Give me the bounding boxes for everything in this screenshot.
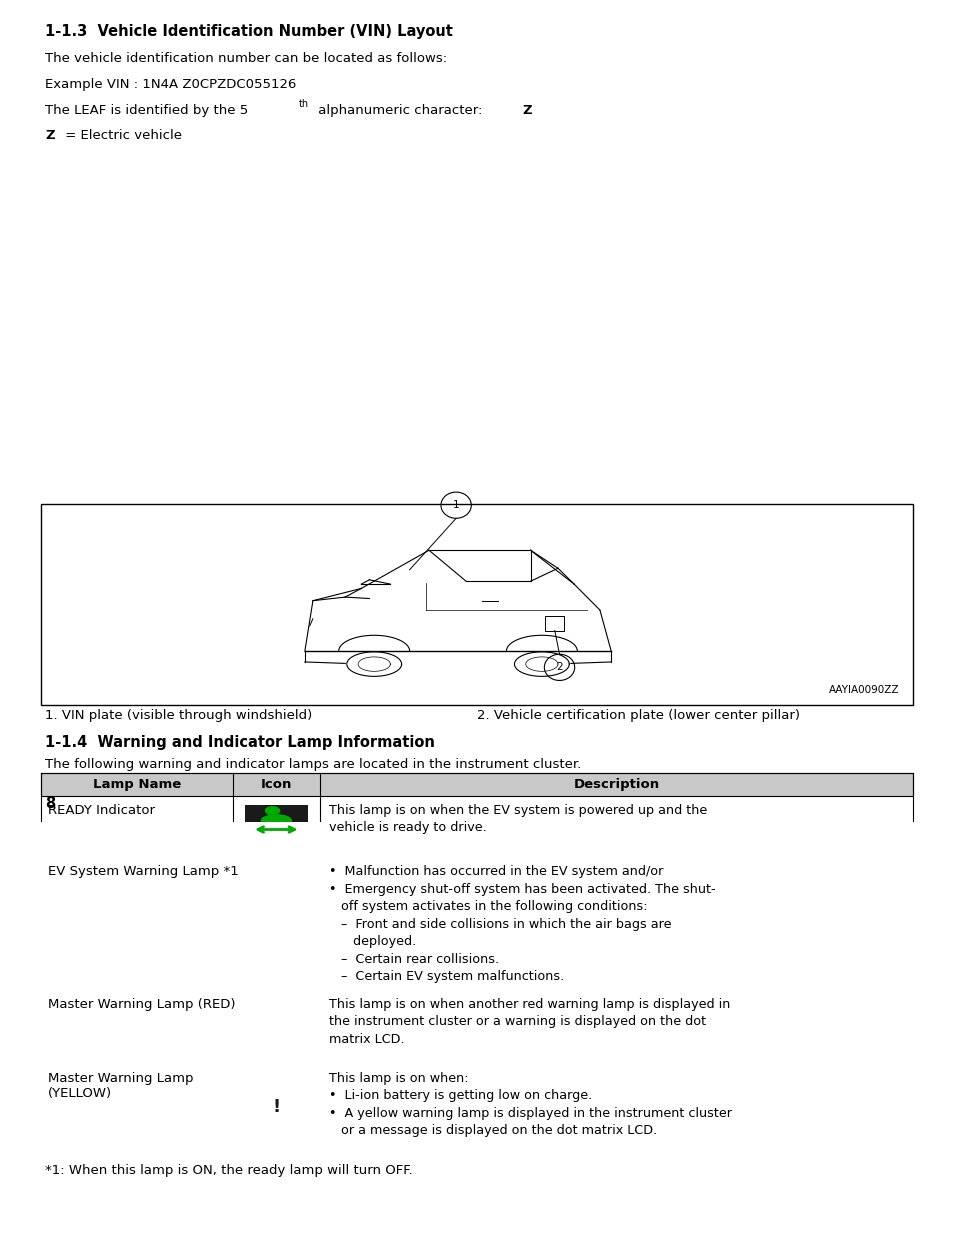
Text: 1: 1 — [453, 500, 459, 510]
Text: Icon: Icon — [260, 778, 292, 790]
Text: th: th — [298, 99, 309, 109]
Text: Z: Z — [522, 104, 532, 117]
Polygon shape — [254, 905, 297, 939]
Text: Example VIN : 1N4A Z0CPZDC055126: Example VIN : 1N4A Z0CPZDC055126 — [46, 78, 296, 91]
Text: !: ! — [272, 1016, 280, 1035]
Ellipse shape — [265, 910, 274, 915]
Text: Master Warning Lamp (RED): Master Warning Lamp (RED) — [49, 998, 235, 1010]
Text: 2: 2 — [556, 662, 562, 672]
Text: 2. Vehicle certification plate (lower center pillar): 2. Vehicle certification plate (lower ce… — [476, 709, 800, 721]
Text: EV System Warning Lamp *1: EV System Warning Lamp *1 — [49, 866, 239, 878]
Text: 1-1.4  Warning and Indicator Lamp Information: 1-1.4 Warning and Indicator Lamp Informa… — [46, 735, 435, 750]
Bar — [545, 616, 563, 631]
Text: READY Indicator: READY Indicator — [49, 804, 155, 816]
Circle shape — [282, 821, 292, 830]
Bar — [41, 773, 912, 795]
Circle shape — [260, 821, 271, 830]
Bar — [245, 805, 307, 847]
Bar — [245, 1005, 307, 1047]
Text: *1: When this lamp is ON, the ready lamp will turn OFF.: *1: When this lamp is ON, the ready lamp… — [46, 1165, 413, 1177]
Text: •  Malfunction has occurred in the EV system and/or
•  Emergency shut-off system: • Malfunction has occurred in the EV sys… — [329, 866, 716, 983]
Text: The following warning and indicator lamps are located in the instrument cluster.: The following warning and indicator lamp… — [46, 758, 581, 771]
Text: 1. VIN plate (visible through windshield): 1. VIN plate (visible through windshield… — [46, 709, 313, 721]
Text: alphanumeric character:: alphanumeric character: — [314, 104, 486, 117]
Text: Master Warning Lamp
(YELLOW): Master Warning Lamp (YELLOW) — [49, 1072, 193, 1099]
Bar — [41, 504, 912, 705]
Ellipse shape — [265, 918, 282, 925]
Text: The LEAF is identified by the 5: The LEAF is identified by the 5 — [46, 104, 249, 117]
Text: This lamp is on when:
•  Li-ion battery is getting low on charge.
•  A yellow wa: This lamp is on when: • Li-ion battery i… — [329, 1072, 732, 1137]
Bar — [245, 903, 307, 945]
Text: = Electric vehicle: = Electric vehicle — [61, 128, 181, 142]
Polygon shape — [253, 1088, 299, 1124]
Text: 1-1.3  Vehicle Identification Number (VIN) Layout: 1-1.3 Vehicle Identification Number (VIN… — [46, 23, 453, 40]
Text: Z: Z — [46, 128, 55, 142]
Ellipse shape — [260, 814, 292, 827]
Polygon shape — [253, 1008, 299, 1044]
Text: Description: Description — [573, 778, 659, 790]
Text: !: ! — [272, 1098, 280, 1115]
Text: This lamp is on when the EV system is powered up and the
vehicle is ready to dri: This lamp is on when the EV system is po… — [329, 804, 707, 834]
Ellipse shape — [264, 806, 280, 815]
Text: The vehicle identification number can be located as follows:: The vehicle identification number can be… — [46, 52, 447, 65]
Text: This lamp is on when another red warning lamp is displayed in
the instrument clu: This lamp is on when another red warning… — [329, 998, 730, 1046]
Text: 8: 8 — [46, 797, 55, 811]
Text: Lamp Name: Lamp Name — [92, 778, 181, 790]
Bar — [245, 1087, 307, 1129]
Text: AAYIA0090ZZ: AAYIA0090ZZ — [828, 684, 898, 695]
